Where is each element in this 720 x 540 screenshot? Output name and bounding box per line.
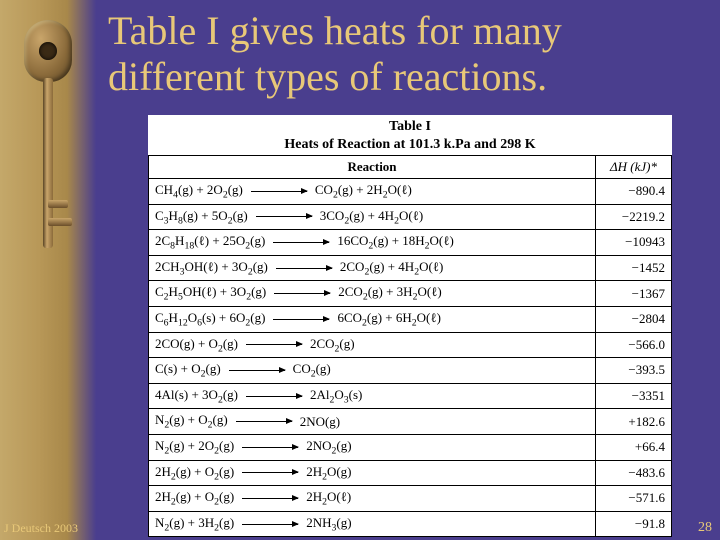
slide-number: 28 [698,520,712,536]
arrow-icon [246,396,302,397]
reaction-cell: N2(g) + O2(g)2NO(g) [149,409,596,435]
table-row: 2CO(g) + O2(g)2CO2(g)−566.0 [149,332,672,358]
arrow-icon [242,498,298,499]
arrow-icon [276,268,332,269]
heats-of-reaction-table: Reaction ΔH (kJ)* CH4(g) + 2O2(g)CO2(g) … [148,155,672,537]
arrow-icon [242,447,298,448]
title-line-2: different types of reactions. [108,54,547,99]
table-row: N2(g) + 2O2(g)2NO2(g)+66.4 [149,434,672,460]
reaction-cell: 2CH3OH(ℓ) + 3O2(g)2CO2(g) + 4H2O(ℓ) [149,255,596,281]
delta-h-cell: −571.6 [596,486,672,512]
delta-h-cell: −91.8 [596,511,672,537]
arrow-icon [256,216,312,217]
delta-h-cell: −3351 [596,383,672,409]
reaction-cell: C2H5OH(ℓ) + 3O2(g)2CO2(g) + 3H2O(ℓ) [149,281,596,307]
table-row: C6H12O6(s) + 6O2(g)6CO2(g) + 6H2O(ℓ)−280… [149,306,672,332]
table-label: Table I [148,115,672,137]
delta-h-cell: −1452 [596,255,672,281]
arrow-icon [229,370,285,371]
delta-h-cell: −10943 [596,230,672,256]
slide-title: Table I gives heats for many different t… [108,8,698,100]
table-row: CH4(g) + 2O2(g)CO2(g) + 2H2O(ℓ)−890.4 [149,179,672,205]
key-icon [20,20,76,300]
arrow-icon [251,191,307,192]
table-row: N2(g) + 3H2(g)2NH3(g)−91.8 [149,511,672,537]
delta-h-cell: −566.0 [596,332,672,358]
heats-table-block: Table I Heats of Reaction at 101.3 k.Pa … [148,115,672,537]
sidebar-decoration [0,0,96,540]
arrow-icon [274,293,330,294]
reaction-cell: 2CO(g) + O2(g)2CO2(g) [149,332,596,358]
footer-author: J Deutsch 2003 [4,521,78,536]
table-row: N2(g) + O2(g)2NO(g)+182.6 [149,409,672,435]
delta-h-cell: −2804 [596,306,672,332]
delta-h-cell: +182.6 [596,409,672,435]
reaction-cell: C3H8(g) + 5O2(g)3CO2(g) + 4H2O(ℓ) [149,204,596,230]
table-row: 2C8H18(ℓ) + 25O2(g)16CO2(g) + 18H2O(ℓ)−1… [149,230,672,256]
table-row: C(s) + O2(g)CO2(g)−393.5 [149,358,672,384]
reaction-cell: N2(g) + 3H2(g)2NH3(g) [149,511,596,537]
reaction-cell: C(s) + O2(g)CO2(g) [149,358,596,384]
table-row: 2H2(g) + O2(g)2H2O(g)−483.6 [149,460,672,486]
arrow-icon [273,242,329,243]
reaction-cell: 2H2(g) + O2(g)2H2O(g) [149,460,596,486]
reaction-cell: 4Al(s) + 3O2(g)2Al2O3(s) [149,383,596,409]
table-title: Heats of Reaction at 101.3 k.Pa and 298 … [148,137,672,155]
table-row: 2CH3OH(ℓ) + 3O2(g)2CO2(g) + 4H2O(ℓ)−1452 [149,255,672,281]
arrow-icon [236,421,292,422]
arrow-icon [273,319,329,320]
delta-h-cell: +66.4 [596,434,672,460]
table-row: C3H8(g) + 5O2(g)3CO2(g) + 4H2O(ℓ)−2219.2 [149,204,672,230]
arrow-icon [242,472,298,473]
table-row: C2H5OH(ℓ) + 3O2(g)2CO2(g) + 3H2O(ℓ)−1367 [149,281,672,307]
delta-h-cell: −2219.2 [596,204,672,230]
col-delta-h: ΔH (kJ)* [596,156,672,179]
delta-h-cell: −1367 [596,281,672,307]
table-row: 2H2(g) + O2(g)2H2O(ℓ)−571.6 [149,486,672,512]
delta-h-cell: −393.5 [596,358,672,384]
title-line-1: Table I gives heats for many [108,8,562,53]
reaction-cell: 2H2(g) + O2(g)2H2O(ℓ) [149,486,596,512]
arrow-icon [242,524,298,525]
col-reaction: Reaction [149,156,596,179]
delta-h-cell: −483.6 [596,460,672,486]
reaction-cell: CH4(g) + 2O2(g)CO2(g) + 2H2O(ℓ) [149,179,596,205]
arrow-icon [246,344,302,345]
reaction-cell: C6H12O6(s) + 6O2(g)6CO2(g) + 6H2O(ℓ) [149,306,596,332]
delta-h-cell: −890.4 [596,179,672,205]
reaction-cell: 2C8H18(ℓ) + 25O2(g)16CO2(g) + 18H2O(ℓ) [149,230,596,256]
table-row: 4Al(s) + 3O2(g)2Al2O3(s)−3351 [149,383,672,409]
reaction-cell: N2(g) + 2O2(g)2NO2(g) [149,434,596,460]
